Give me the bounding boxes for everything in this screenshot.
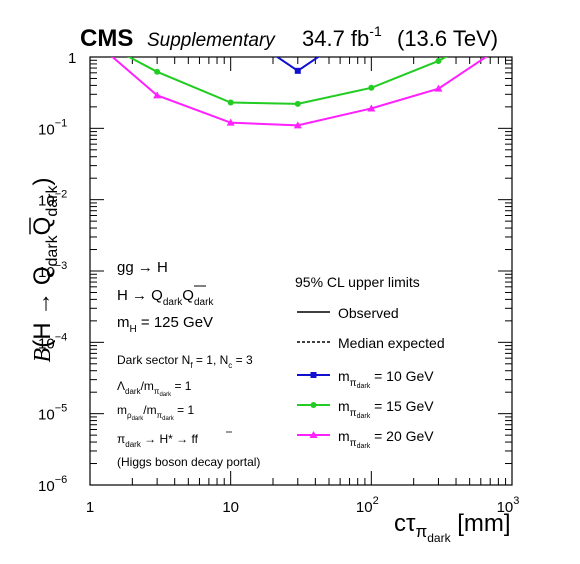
svg-text:B(H → QdarkQdark): B(H → QdarkQdark) xyxy=(29,178,61,363)
legend-expected-label: Median expected xyxy=(338,335,445,351)
x-axis-title: cτπdark [mm] xyxy=(394,510,511,545)
data-point xyxy=(310,402,317,408)
data-point xyxy=(227,99,234,106)
legend-header: 95% CL upper limits xyxy=(295,274,420,290)
data-point xyxy=(367,104,376,112)
y-tick-label: 10−3 xyxy=(38,260,67,281)
x-tick-label: 102 xyxy=(356,495,379,516)
legend-series-label: mπdark = 20 GeV xyxy=(338,428,434,450)
annotation-dark-sector: Dark sector Nf = 1, Nc = 3 xyxy=(117,353,253,370)
series-layer xyxy=(111,57,488,129)
x-tick-label: 1 xyxy=(86,499,94,516)
data-point xyxy=(154,68,161,75)
data-point xyxy=(294,100,301,107)
data-point xyxy=(294,67,301,74)
axis-ticks xyxy=(89,57,512,486)
series-1 xyxy=(270,57,326,74)
data-point xyxy=(153,91,162,99)
cms-label: CMS xyxy=(80,25,133,52)
series-3 xyxy=(111,57,488,129)
data-point xyxy=(319,57,326,58)
legend-series-label: mπdark = 15 GeV xyxy=(338,398,434,420)
luminosity-label: 34.7 fb-1 xyxy=(302,23,382,51)
y-tick-label: 10−4 xyxy=(38,331,67,352)
legend: 95% CL upper limits Observed Median expe… xyxy=(295,274,445,450)
series-2 xyxy=(127,57,448,107)
annotation-portal: πdark → H* → ff xyxy=(117,432,199,449)
annotation-lambda-ratio: Λdark/mπdark = 1 xyxy=(117,379,192,398)
x-tick-label: 10 xyxy=(222,499,239,516)
luminosity-exponent: -1 xyxy=(369,23,382,39)
axis-tick-labels: 1 10 102 103 1 10−1 10−2 10−3 10−4 10−5 10−6 xyxy=(38,50,519,516)
data-point xyxy=(434,84,443,92)
y-tick-label: 10−5 xyxy=(38,403,67,424)
annotation-block: gg → H H → QdarkQdark mH = 125 GeV Dark … xyxy=(117,259,260,469)
data-point xyxy=(435,57,442,64)
data-point xyxy=(310,372,317,378)
y-tick-label: 10−6 xyxy=(38,474,67,495)
data-point xyxy=(270,57,277,58)
y-tick-label: 10−2 xyxy=(38,189,67,210)
luminosity-value: 34.7 fb xyxy=(302,26,369,51)
data-point xyxy=(293,121,302,129)
energy-label: (13.6 TeV) xyxy=(397,26,498,51)
data-point xyxy=(226,118,235,126)
x-tick-label: 103 xyxy=(497,495,520,516)
annotation-portal-note: (Higgs boson decay portal) xyxy=(117,455,260,469)
annotation-higgs-mass: mH = 125 GeV xyxy=(117,314,213,335)
annotation-rho-ratio: mρdark/mπdark = 1 xyxy=(117,403,194,422)
qbar-glyph: Q xyxy=(29,217,56,236)
supplementary-label: Supplementary xyxy=(147,30,276,51)
legend-series-entries: mπdark = 10 GeV mπdark = 15 GeV mπdark = 2… xyxy=(297,368,434,450)
data-point xyxy=(309,431,318,438)
legend-series-label: mπdark = 10 GeV xyxy=(338,368,434,390)
legend-observed-label: Observed xyxy=(338,305,399,321)
annotation-decay: H → QdarkQdark xyxy=(117,287,214,308)
y-tick-label: 10−1 xyxy=(38,117,67,138)
y-tick-label: 1 xyxy=(68,50,76,67)
observed-line xyxy=(127,57,448,105)
data-point xyxy=(368,84,375,91)
annotation-process: gg → H xyxy=(117,259,168,276)
y-axis-title: B(H → QdarkQdark) xyxy=(29,178,61,363)
